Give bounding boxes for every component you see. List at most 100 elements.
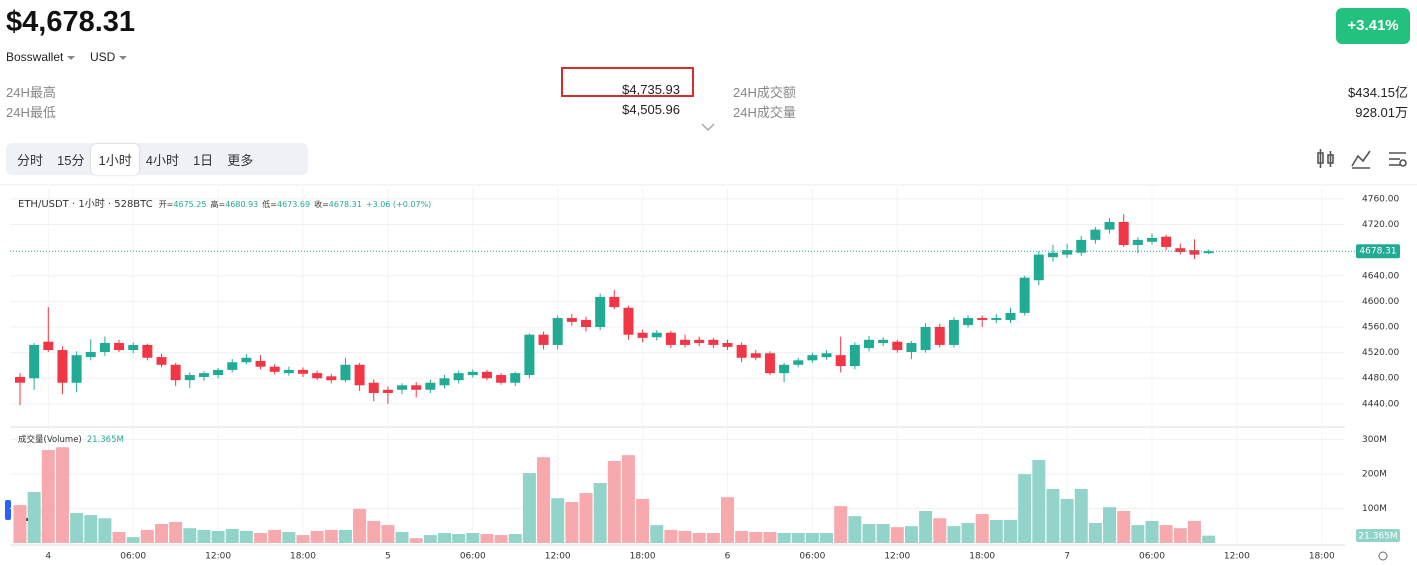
volume-bar [551, 498, 565, 543]
legend-value: 4680.93 [225, 200, 258, 209]
candle-body [1047, 252, 1058, 258]
volume-bar [268, 529, 282, 543]
side-handle[interactable] [5, 500, 11, 520]
volume-bar [692, 533, 706, 543]
volume-bar [452, 534, 466, 543]
stat-value: $4,505.96 [622, 102, 680, 117]
y-tick-label: 4440.00 [1362, 399, 1399, 409]
last-price-label: 4678.31 [1359, 247, 1396, 257]
volume-bar [367, 520, 381, 543]
volume-bar [1131, 525, 1145, 543]
volume-bar [395, 531, 409, 543]
candle-body [453, 373, 464, 381]
volume-bar [1159, 525, 1173, 543]
y-tick-label: 4480.00 [1362, 374, 1399, 384]
volume-bar [763, 531, 777, 543]
volume-bar [1088, 523, 1102, 543]
price: $4,678.31 [6, 6, 136, 38]
candle-body [213, 369, 224, 376]
volume-bar [282, 531, 296, 543]
timeframe-button[interactable]: 更多 [227, 152, 254, 168]
candle-body [637, 332, 648, 338]
x-tick-label: 18:00 [969, 552, 995, 562]
candle-body [354, 364, 365, 386]
candle-body [793, 360, 804, 365]
candle-body [368, 382, 379, 393]
toolbar-icons[interactable] [1317, 149, 1407, 169]
candle-body [326, 376, 337, 381]
volume-bar [27, 492, 41, 543]
legend-value: 4678.31 [329, 200, 362, 209]
timeframe-button[interactable]: 1小时 [91, 143, 139, 175]
volume-bar [353, 508, 367, 543]
volume-bar [155, 524, 168, 543]
candle-body [864, 339, 874, 349]
candle-body [57, 350, 68, 383]
volume-bar [381, 525, 395, 543]
x-tick-label: 12:00 [1224, 552, 1250, 562]
settings-icon[interactable] [1378, 551, 1388, 561]
candle-body [736, 344, 747, 358]
volume-badge [1356, 529, 1400, 542]
timeframe-button[interactable]: 分时 [17, 152, 44, 168]
volume-bar [1173, 528, 1187, 543]
volume-bar [494, 535, 508, 543]
candle-body [566, 318, 577, 322]
candle-body [241, 357, 252, 363]
candle-body [198, 373, 209, 377]
volume-bar [650, 525, 664, 543]
x-tick-label: 18:00 [1309, 552, 1335, 562]
volume-bar [1117, 510, 1131, 543]
volume-bar [1004, 519, 1017, 543]
candle-body [849, 344, 860, 367]
stat-value: $434.15亿 [1348, 85, 1408, 100]
y-tick-label: 4520.00 [1362, 348, 1399, 358]
candle-body [1033, 254, 1044, 281]
volume-bar [98, 518, 112, 543]
timeframe-button[interactable]: 15分 [57, 152, 85, 168]
volume-bar [296, 535, 310, 543]
x-tick-label: 18:00 [290, 552, 316, 562]
volume-badge-label: 21.365M [1358, 532, 1397, 542]
candle-body [524, 334, 535, 376]
volume-bar [636, 498, 650, 543]
volume-bar [919, 510, 933, 543]
volume-bar [1032, 459, 1046, 543]
volume-value: 21.365M [87, 435, 124, 445]
candle-body [43, 341, 54, 351]
candle-body [963, 318, 974, 326]
highlight-box [561, 67, 694, 97]
stat-label: 24H成交额 [733, 85, 796, 100]
candle-body [481, 371, 492, 379]
candle-body [609, 296, 620, 308]
x-tick-label: 12:00 [545, 552, 571, 562]
currency-select[interactable]: USD [90, 50, 127, 64]
volume-bar [820, 533, 834, 543]
volume-bar [805, 533, 819, 543]
legend-key: 收= [314, 199, 329, 209]
candle-body [340, 364, 351, 381]
candle-body [1076, 239, 1087, 253]
wallet-select[interactable]: Bosswallet [6, 50, 75, 64]
candle-body [411, 385, 422, 390]
timeframe-button[interactable]: 4小时 [145, 152, 179, 168]
legend-key: 高= [210, 199, 225, 209]
expand-chevron[interactable] [701, 123, 715, 132]
timeframe-button[interactable]: 1日 [192, 152, 214, 168]
volume-bar [324, 529, 338, 543]
x-tick-label: 18:00 [630, 552, 656, 562]
volume-bar [480, 534, 494, 543]
candle-body [665, 332, 676, 345]
volume-bar [579, 493, 593, 543]
volume-bar [466, 533, 480, 543]
volume-bar [1074, 488, 1088, 543]
volume-bar [254, 533, 268, 543]
candle-body [298, 369, 308, 374]
candle-body [170, 364, 181, 381]
candle-body [1019, 277, 1030, 313]
y-tick-label: 4600.00 [1362, 297, 1399, 307]
candle-body [906, 343, 917, 352]
volume-bar [239, 530, 253, 543]
candle-body [991, 318, 1002, 320]
volume-bar [197, 529, 211, 543]
